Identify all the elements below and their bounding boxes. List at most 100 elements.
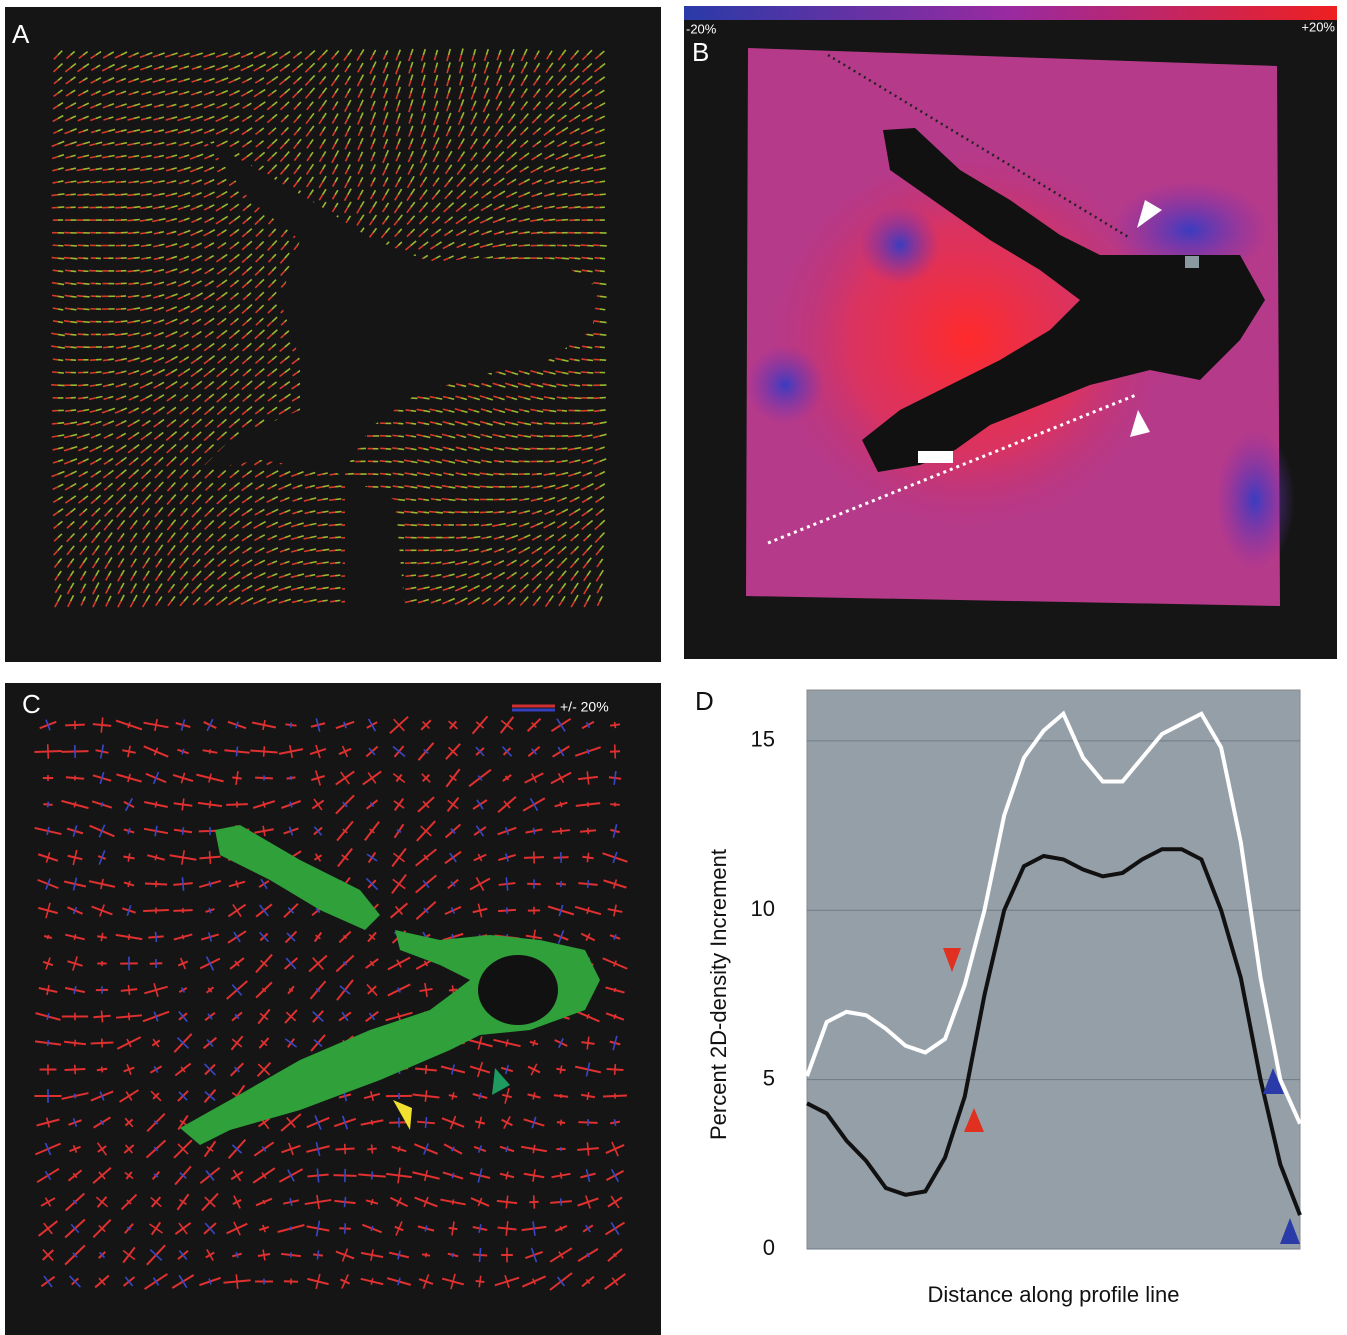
vector [330,588,335,589]
vector [83,181,89,182]
vector [134,270,140,271]
vector [512,461,519,462]
vector [140,233,146,234]
strain-axis [291,1252,292,1257]
vector [404,511,411,512]
vector [575,385,581,386]
vector [103,347,108,348]
vector [593,283,600,284]
vector [570,359,575,360]
vector [499,257,505,258]
vector [600,284,607,285]
vector [52,295,58,296]
vector [89,195,96,196]
vector [58,373,64,374]
strain-axis [560,1172,561,1178]
vector [398,525,404,526]
vector [96,168,102,169]
vector [404,473,410,474]
vector [52,258,58,259]
vector [431,576,436,577]
panel-label: A [12,19,30,49]
vector [71,422,77,423]
vector [58,309,63,310]
vector [71,322,78,323]
vector [537,232,543,233]
vector [153,169,158,170]
vector [518,448,524,449]
vector [455,550,461,551]
vector [549,411,556,412]
strain-axis [372,1171,373,1179]
vector [335,524,342,525]
vector [600,334,607,335]
vector [159,232,164,233]
vector [544,474,550,475]
vector [486,487,493,488]
vector [116,182,121,183]
vector [146,257,151,258]
vector [449,500,456,501]
vector [436,500,441,501]
strain-axis [452,1253,453,1257]
strain-axis [372,1120,373,1125]
vector [461,474,467,475]
vector [121,156,127,157]
vector [411,474,417,475]
vector [406,410,411,411]
strain-axis [209,851,210,864]
vector [134,296,140,297]
vector [411,398,418,399]
vector [442,563,448,564]
vector [404,486,410,487]
vector [524,499,529,500]
vector [486,461,491,462]
vector [411,575,416,576]
vector [431,499,436,500]
vector [154,157,159,158]
vector [134,207,141,208]
vector [134,232,140,233]
vector [575,373,581,374]
vector [494,461,499,462]
vector [134,219,140,220]
vector [115,322,121,323]
vector [518,435,525,436]
vector [134,194,140,195]
vector [71,284,77,285]
y-tick-label: 0 [763,1235,775,1260]
vector [329,525,336,526]
vector [512,245,518,246]
vector [392,448,398,449]
vector [386,474,392,475]
vector [587,258,593,259]
vector [58,181,63,182]
vector [486,474,493,475]
vector [406,435,411,436]
vector [141,157,146,158]
scale-bar [918,451,953,463]
vector [134,308,141,309]
vector [568,372,574,373]
vector [531,233,537,234]
strain-axis [129,934,130,940]
vector [316,563,322,564]
vector [159,168,164,169]
vector [593,334,600,335]
vector [393,461,398,462]
vector [77,283,83,284]
strain-axis [291,776,292,780]
vector [411,423,416,424]
vector [587,373,593,374]
vector [58,284,64,285]
vector [65,334,71,335]
strain-axis [426,1117,427,1128]
vector [58,296,64,297]
strain-axis [48,744,49,758]
y-axis-label: Percent 2D-density Increment [706,849,731,1140]
vector [121,169,126,170]
vector [89,169,95,170]
vector [71,334,77,335]
vector [323,562,329,563]
vector [71,258,78,259]
